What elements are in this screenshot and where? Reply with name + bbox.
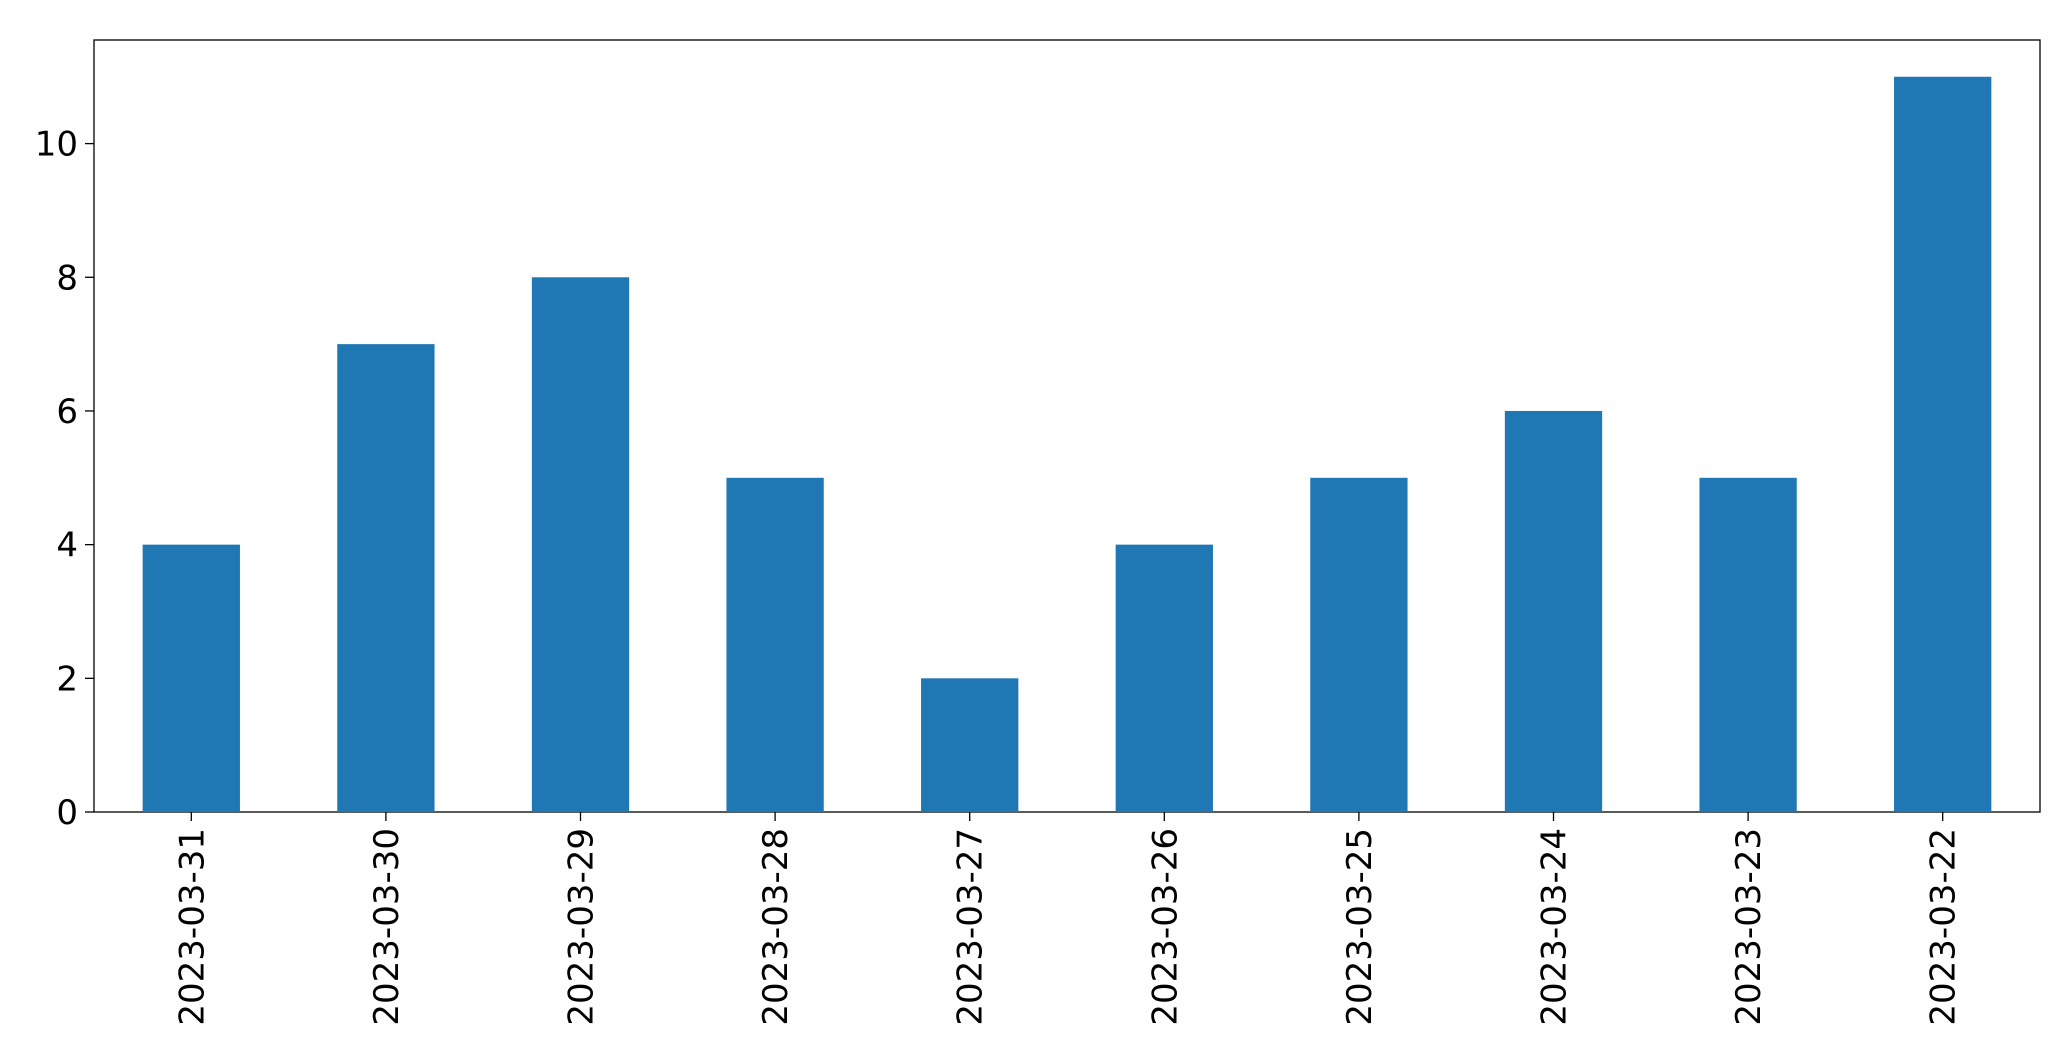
x-tick-label: 2023-03-23 (1729, 828, 1769, 1026)
x-tick-label: 2023-03-25 (1340, 828, 1380, 1026)
bar (921, 678, 1019, 812)
bar (726, 477, 824, 812)
y-tick-label: 2 (56, 659, 78, 699)
bar (142, 544, 240, 812)
bar (1115, 544, 1213, 812)
y-tick-label: 10 (35, 125, 78, 165)
x-tick-label: 2023-03-26 (1145, 828, 1185, 1026)
plot-frame (93, 39, 2041, 813)
y-tick-label: 6 (56, 392, 78, 432)
y-tick-label: 0 (56, 793, 78, 833)
x-tick-label: 2023-03-22 (1924, 828, 1964, 1026)
x-tick-label: 2023-03-28 (756, 828, 796, 1026)
x-tick-label: 2023-03-29 (562, 828, 602, 1026)
y-tick-label: 8 (56, 258, 78, 298)
bar (1894, 76, 1992, 812)
bar (1310, 477, 1408, 812)
x-tick-label: 2023-03-31 (172, 828, 212, 1026)
bar (531, 277, 630, 812)
x-tick-label: 2023-03-27 (951, 828, 991, 1026)
bar (1504, 410, 1603, 812)
x-tick-label: 2023-03-30 (367, 828, 407, 1026)
x-tick-label: 2023-03-24 (1535, 828, 1575, 1026)
bar (1699, 477, 1797, 812)
bar (337, 344, 435, 812)
y-tick-label: 4 (56, 526, 78, 566)
